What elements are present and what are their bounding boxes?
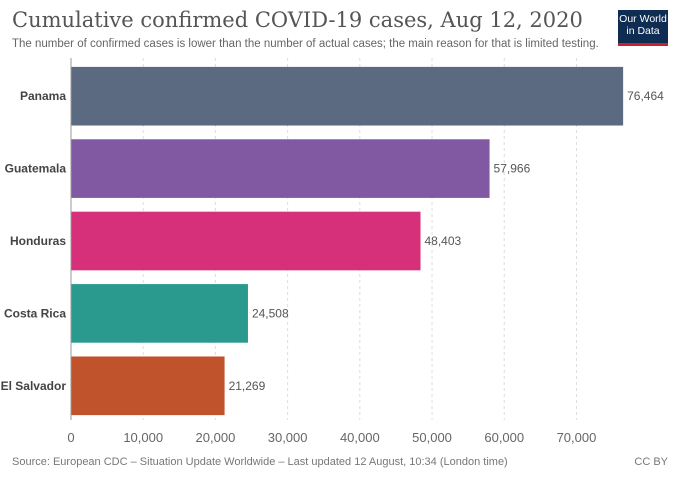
x-tick-label: 0 — [67, 430, 74, 445]
value-label: 24,508 — [252, 306, 289, 320]
category-label: El Salvador — [1, 379, 67, 393]
bar-panama[interactable] — [71, 66, 624, 126]
x-tick-label: 10,000 — [123, 430, 163, 445]
x-tick-label: 40,000 — [340, 430, 380, 445]
value-label: 57,966 — [494, 162, 531, 176]
x-tick-label: 20,000 — [196, 430, 236, 445]
x-tick-label: 60,000 — [484, 430, 524, 445]
category-label: Honduras — [10, 234, 66, 248]
bar-el-salvador[interactable] — [71, 356, 225, 416]
x-tick-label: 30,000 — [268, 430, 308, 445]
chart-subtitle: The number of confirmed cases is lower t… — [12, 38, 599, 50]
category-label: Panama — [20, 89, 66, 103]
bar-guatemala[interactable] — [71, 139, 490, 198]
logo-line-2: in Data — [626, 25, 660, 37]
value-label: 21,269 — [229, 379, 266, 393]
value-label: 48,403 — [425, 234, 462, 248]
category-label: Costa Rica — [4, 306, 66, 320]
license-label[interactable]: CC BY — [634, 456, 668, 468]
owid-logo[interactable]: Our World in Data — [618, 10, 668, 46]
bar-costa-rica[interactable] — [71, 284, 248, 343]
category-label: Guatemala — [5, 162, 67, 176]
chart-title: Cumulative confirmed COVID-19 cases, Aug… — [12, 8, 583, 32]
x-tick-label: 70,000 — [557, 430, 597, 445]
source-note: Source: European CDC – Situation Update … — [12, 456, 508, 468]
bar-honduras[interactable] — [71, 211, 421, 271]
logo-line-1: Our World — [619, 13, 667, 25]
x-tick-label: 50,000 — [412, 430, 452, 445]
value-label: 76,464 — [627, 89, 664, 103]
